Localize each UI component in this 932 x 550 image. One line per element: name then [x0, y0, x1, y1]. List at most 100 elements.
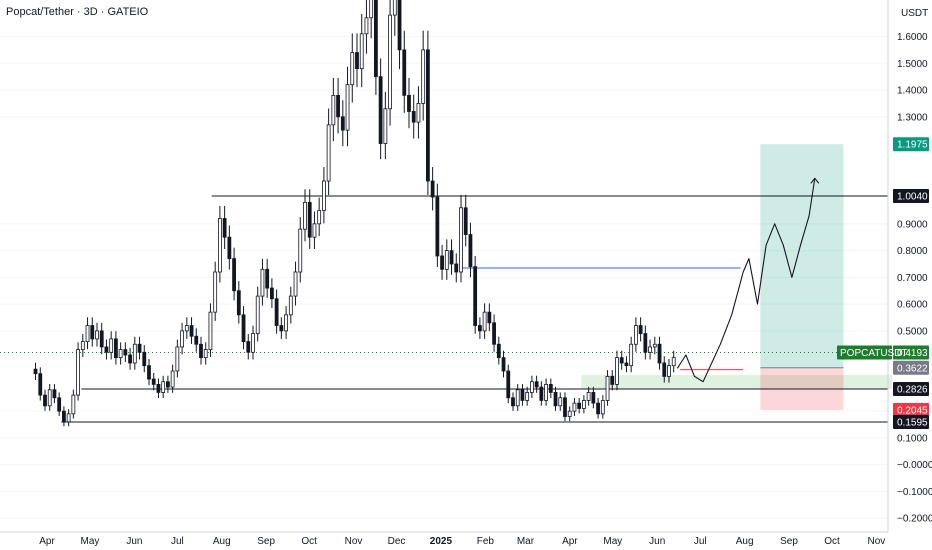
candle-body [506, 370, 511, 399]
candle-body [241, 314, 246, 342]
candle-body [600, 400, 605, 415]
price-tag-label: 1.0040 [897, 192, 928, 203]
candle-body [274, 298, 279, 326]
candle-body [487, 311, 492, 324]
candle-body [619, 357, 624, 364]
price-tag: 0.3622 [893, 360, 929, 375]
candle-body [416, 103, 421, 123]
candle-body [525, 392, 530, 401]
price-tick-label: 0.8000 [897, 246, 928, 257]
candle-body [189, 325, 194, 337]
candle-body [567, 410, 572, 417]
candle-body [147, 365, 151, 380]
candle-body [180, 330, 184, 348]
candle-body [577, 402, 582, 409]
candle-body [62, 410, 66, 423]
candle-body [520, 389, 525, 401]
symbol-tag-label: POPCATUSDT [840, 348, 908, 359]
candle-body [312, 223, 317, 238]
candle-body [388, 14, 392, 110]
candle-body [648, 346, 652, 353]
price-tag: 0.1595 [893, 415, 929, 429]
candle-body [633, 325, 638, 345]
candle-body [511, 397, 515, 407]
time-tick-label: Aug [736, 536, 754, 547]
candle-body [463, 207, 468, 235]
candle-body [222, 218, 227, 238]
price-tag-label: 0.2826 [897, 385, 928, 396]
price-tick-label: 1.6000 [897, 32, 928, 43]
candle-body [392, 0, 397, 16]
demand-zone [581, 375, 893, 390]
candle-body [184, 325, 189, 332]
candle-body [114, 338, 118, 359]
candle-body [288, 295, 293, 316]
candle-body [156, 384, 161, 393]
candle-body [553, 392, 558, 407]
candle-body [303, 202, 307, 230]
price-tick-label: 0.6000 [897, 300, 928, 311]
candle-body [444, 250, 449, 270]
candle-body [321, 180, 326, 211]
candle-body [57, 397, 62, 412]
candle-body [421, 49, 426, 104]
candle-body [199, 343, 203, 359]
candle-body [345, 84, 350, 131]
candle-body [435, 196, 440, 257]
candle-body [373, 0, 378, 78]
price-tag-label: 1.1975 [897, 140, 928, 151]
candle-body [359, 33, 364, 70]
candle-body [643, 333, 648, 353]
price-tick-label: 0.9000 [897, 219, 928, 230]
candle-body [293, 271, 298, 297]
time-tick-label: Nov [868, 536, 886, 547]
price-tag: 0.2826 [893, 382, 929, 397]
candle-body [255, 295, 260, 334]
price-tag-box [893, 137, 929, 152]
candle-body [615, 357, 619, 385]
time-tick-label: May [81, 536, 100, 547]
candle-body [657, 343, 662, 364]
candle-body [298, 228, 303, 273]
candle-body [236, 290, 241, 316]
candle-body [142, 351, 147, 367]
price-tag-box [893, 415, 929, 429]
candle-body [369, 0, 374, 19]
candle-body [340, 116, 345, 131]
candle-body [269, 287, 274, 300]
price-tag-label: 0.2045 [897, 405, 928, 416]
candle-body [558, 397, 563, 407]
currency-label: USDT [901, 8, 928, 19]
time-tick-label: Apr [39, 536, 55, 547]
candle-body [610, 375, 615, 385]
candle-body [534, 381, 539, 388]
candle-body [459, 207, 463, 273]
candle-body [397, 0, 402, 51]
candle-body [662, 362, 667, 377]
candle-body [326, 124, 331, 182]
candle-body [66, 413, 71, 423]
candle-body [43, 394, 47, 407]
candle-body [90, 325, 95, 340]
candle-body [477, 325, 482, 332]
candle-body [563, 397, 567, 417]
candle-body [307, 202, 312, 238]
candle-body [194, 335, 199, 345]
candle-body [548, 384, 553, 393]
candle-body [364, 17, 369, 35]
projection-arrow [810, 177, 820, 184]
price-tag-box [893, 189, 929, 203]
candle-body [544, 384, 548, 401]
price-tag: 1.1975 [893, 137, 929, 152]
candle-body [76, 349, 80, 396]
candle-body [482, 311, 487, 332]
price-tag-box [893, 360, 929, 375]
candle-body [279, 325, 284, 332]
time-tick-label: Oct [301, 536, 317, 547]
price-tag-box [893, 345, 929, 360]
candle-body [473, 266, 478, 326]
candle-body [383, 108, 388, 144]
candle-body [581, 400, 586, 409]
candle-body [378, 76, 383, 144]
